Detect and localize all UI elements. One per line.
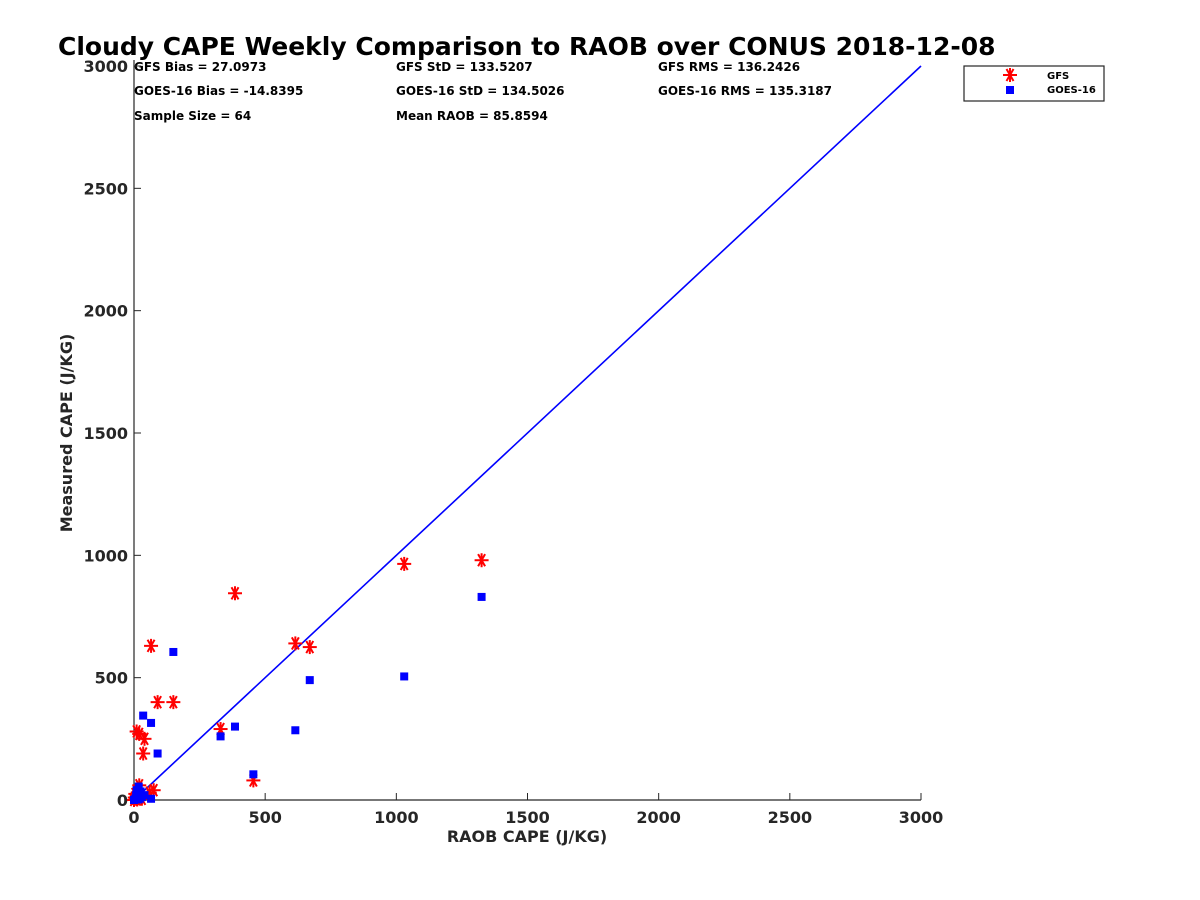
goes16-point-21 xyxy=(305,676,314,685)
y-ticks: 0 500 1000 1500 2000 2500 3000 xyxy=(83,57,141,810)
stat-r0-c0: GFS Bias = 27.0973 xyxy=(134,60,266,74)
gfs-point-14 xyxy=(132,726,147,741)
reference-line-group xyxy=(133,65,922,801)
goes16-point-11 xyxy=(139,711,148,720)
goes16-point-20 xyxy=(291,726,300,735)
stat-r1-c0: GOES-16 Bias = -14.8395 xyxy=(134,84,303,98)
goes16-point-16 xyxy=(169,647,178,656)
x-ticks: 0 500 1000 1500 2000 2500 3000 xyxy=(128,793,943,827)
y-tick-label-2500: 2500 xyxy=(83,179,128,198)
legend-goes16-symbol xyxy=(1006,86,1014,94)
goes16-point-22 xyxy=(400,672,409,681)
x-tick-label-2500: 2500 xyxy=(768,808,813,827)
goes16-point-18 xyxy=(230,722,239,731)
legend-box xyxy=(963,65,1105,102)
gfs-point-21 xyxy=(227,586,242,601)
x-axis-label: RAOB CAPE (J/KG) xyxy=(447,827,607,846)
y-tick-label-1000: 1000 xyxy=(83,546,128,565)
goes16-point-17 xyxy=(216,732,225,741)
goes16-point-19 xyxy=(249,770,258,779)
legend-gfs-marker xyxy=(1003,68,1017,82)
legend: GFS GOES-16 xyxy=(963,65,1105,102)
goes16-series xyxy=(130,592,486,804)
stat-r1-c2: GOES-16 RMS = 135.3187 xyxy=(658,84,832,98)
stat-r2-c0: Sample Size = 64 xyxy=(134,109,251,123)
gfs-point-19 xyxy=(166,695,181,710)
gfs-point-18 xyxy=(150,695,165,710)
x-tick-label-1000: 1000 xyxy=(374,808,419,827)
gfs-point-12 xyxy=(136,746,151,761)
x-tick-label-1500: 1500 xyxy=(505,808,550,827)
gfs-point-25 xyxy=(397,556,412,571)
stat-r2-c1: Mean RAOB = 85.8594 xyxy=(396,109,548,123)
x-tick-label-500: 500 xyxy=(248,808,281,827)
stats-block: GFS Bias = 27.0973 GFS StD = 133.5207 GFS … xyxy=(134,60,832,123)
x-tick-label-0: 0 xyxy=(128,808,139,827)
y-tick-label-2000: 2000 xyxy=(83,302,128,321)
stat-r1-c1: GOES-16 StD = 134.5026 xyxy=(396,84,565,98)
x-tick-label-2000: 2000 xyxy=(636,808,681,827)
chart-title: Cloudy CAPE Weekly Comparison to RAOB ov… xyxy=(58,32,996,61)
y-tick-label-0: 0 xyxy=(117,791,128,810)
legend-goes16-label: GOES-16 xyxy=(1047,85,1096,96)
y-tick-label-3000: 3000 xyxy=(83,57,128,76)
legend-gfs-symbol xyxy=(1003,68,1017,82)
goes16-point-6 xyxy=(134,782,143,791)
y-axis-label: Measured CAPE (J/KG) xyxy=(57,334,76,533)
goes16-point-12 xyxy=(140,791,149,800)
y-tick-label-500: 500 xyxy=(95,669,128,688)
goes16-point-23 xyxy=(477,592,486,601)
goes16-point-13 xyxy=(147,718,156,727)
legend-gfs-label: GFS xyxy=(1047,71,1069,82)
stat-r0-c2: GFS RMS = 136.2426 xyxy=(658,60,800,74)
legend-goes16-marker xyxy=(1006,86,1014,94)
x-tick-label-3000: 3000 xyxy=(899,808,944,827)
gfs-point-17 xyxy=(146,783,161,798)
goes16-point-15 xyxy=(153,749,162,758)
gfs-point-24 xyxy=(302,640,317,655)
goes16-point-14 xyxy=(147,794,156,803)
gfs-point-23 xyxy=(288,636,303,651)
gfs-point-26 xyxy=(474,553,489,568)
stat-r0-c1: GFS StD = 133.5207 xyxy=(396,60,533,74)
y-tick-label-1500: 1500 xyxy=(83,424,128,443)
gfs-point-15 xyxy=(144,638,159,653)
reference-line xyxy=(133,65,922,801)
